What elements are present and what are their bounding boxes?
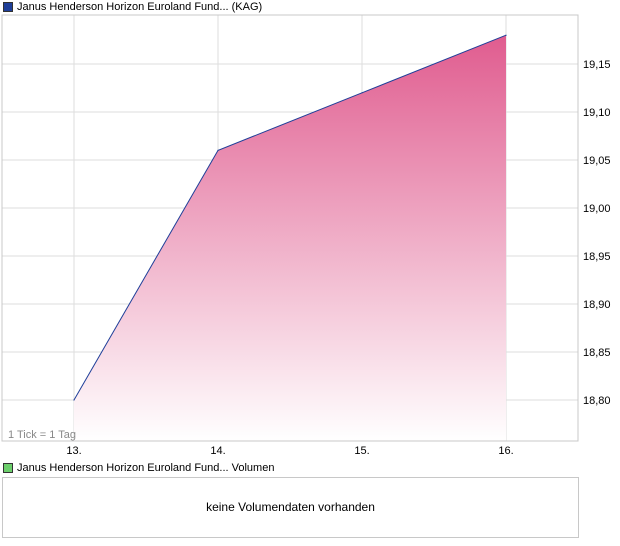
- price-legend-swatch: [3, 2, 13, 12]
- x-tick-label: 14.: [210, 445, 225, 457]
- volume-legend-label: Janus Henderson Horizon Euroland Fund...…: [17, 462, 275, 474]
- volume-panel: keine Volumendaten vorhanden: [2, 477, 579, 538]
- y-tick-label: 18,80: [583, 395, 611, 407]
- y-tick-label: 18,95: [583, 251, 611, 263]
- price-point: [361, 92, 363, 94]
- y-tick-label: 19,15: [583, 59, 611, 71]
- price-area-fill: [74, 35, 506, 441]
- price-legend: Janus Henderson Horizon Euroland Fund...…: [3, 1, 262, 13]
- x-tick-label: 16.: [498, 445, 513, 457]
- price-line: [73, 34, 507, 401]
- price-point: [505, 34, 507, 36]
- price-chart: 18,80 18,85 18,90 18,95 19,00 19,05 19,10 19,15…: [1, 14, 611, 457]
- tick-interval-note: 1 Tick = 1 Tag: [8, 429, 76, 441]
- y-tick-label: 19,10: [583, 107, 611, 119]
- y-tick-label: 19,00: [583, 203, 611, 215]
- y-tick-label: 18,85: [583, 347, 611, 359]
- price-point: [73, 399, 75, 401]
- price-point: [217, 149, 219, 151]
- x-tick-label: 13.: [66, 445, 81, 457]
- volume-legend: Janus Henderson Horizon Euroland Fund...…: [3, 462, 274, 474]
- y-tick-label: 18,90: [583, 299, 611, 311]
- no-volume-message: keine Volumendaten vorhanden: [206, 500, 375, 514]
- volume-legend-swatch: [3, 463, 13, 473]
- y-tick-label: 19,05: [583, 155, 611, 167]
- x-tick-label: 15.: [354, 445, 369, 457]
- price-legend-label: Janus Henderson Horizon Euroland Fund...…: [17, 1, 263, 13]
- plot-area: [1, 14, 579, 442]
